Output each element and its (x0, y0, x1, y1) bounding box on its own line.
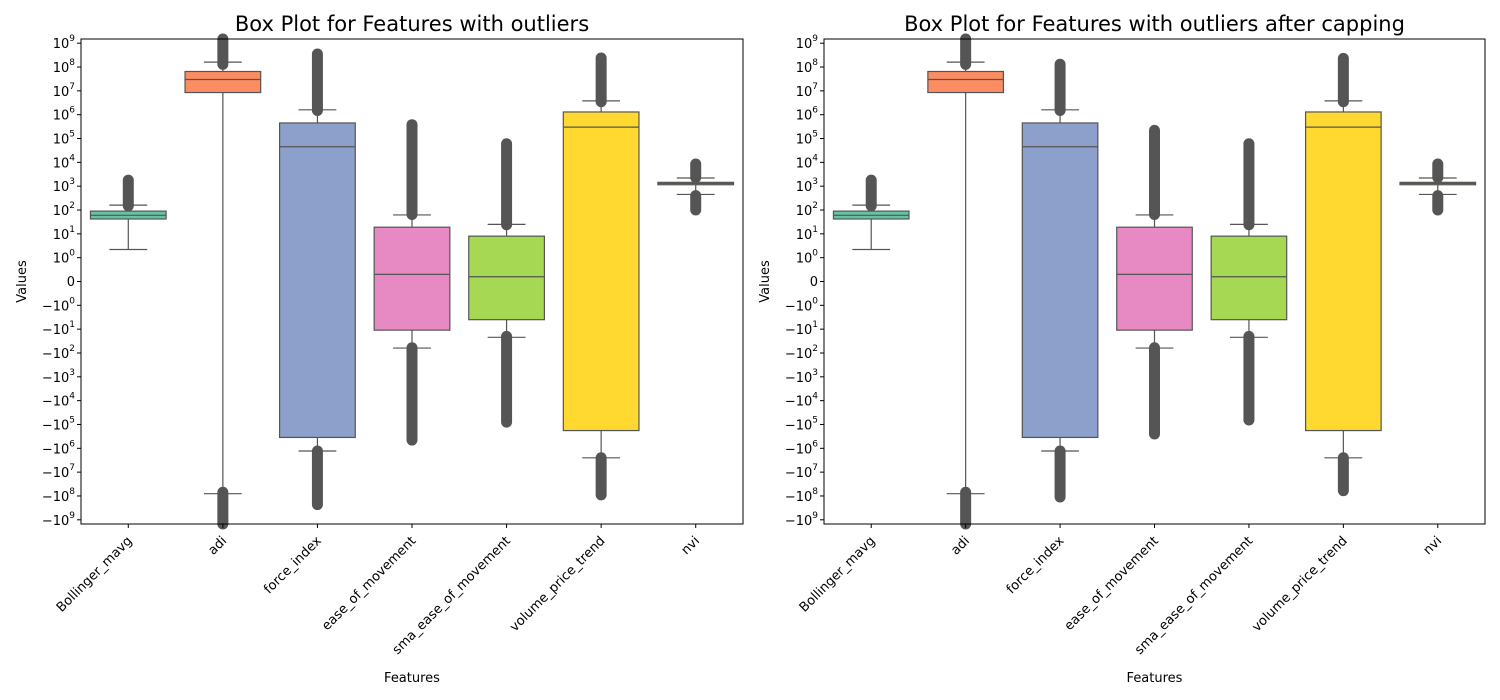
y-tick-label: 109 (796, 34, 819, 52)
y-tick-label: 100 (53, 248, 76, 266)
y-tick-label: 106 (796, 105, 819, 123)
y-tick-label: −103 (42, 367, 75, 385)
y-tick-label: 0 (810, 275, 818, 290)
y-tick-label: 109 (53, 34, 76, 52)
box-Bollinger_mavg (832, 174, 910, 251)
box-ease_of_movement (373, 119, 451, 446)
y-tick-label: 105 (796, 129, 818, 147)
box-iqr (1304, 111, 1382, 432)
box-sma_ease_of_movement (468, 138, 546, 428)
box-sma_ease_of_movement (1210, 138, 1288, 426)
y-tick-label: 107 (53, 81, 75, 99)
x-axis-label: Features (384, 671, 440, 686)
y-tick-label: 101 (53, 224, 75, 242)
box-adi (184, 33, 262, 530)
y-tick-label: 104 (53, 153, 76, 171)
box-iqr (279, 122, 356, 439)
box-iqr (1021, 122, 1099, 439)
box-iqr (468, 235, 546, 321)
y-tick-label: 105 (53, 129, 75, 147)
y-tick-label: −106 (42, 439, 75, 457)
box-nvi (1399, 158, 1477, 216)
plot-area-frame (823, 38, 1486, 525)
y-tick-label: −104 (785, 391, 818, 409)
y-tick-label: 102 (53, 201, 75, 219)
chart-title: Box Plot for Features with outliers (235, 12, 589, 36)
y-tick-label: −104 (42, 391, 75, 409)
y-tick-label: −100 (42, 296, 75, 314)
y-tick-label: −105 (785, 415, 818, 433)
box-iqr (1210, 235, 1288, 321)
y-tick-label: −109 (42, 510, 75, 528)
y-tick-label: 103 (53, 177, 75, 195)
y-tick-label: −108 (785, 486, 818, 504)
plot-area-frame (80, 38, 744, 525)
box-iqr (184, 70, 262, 94)
y-tick-label: −108 (42, 486, 75, 504)
y-tick-label: −109 (785, 510, 818, 528)
box-Bollinger_mavg (89, 174, 167, 251)
y-tick-label: −107 (785, 463, 818, 481)
box-force_index (1021, 58, 1099, 503)
y-axis-label: Values (758, 260, 773, 303)
box-volume_price_trend (562, 52, 640, 501)
box-iqr (562, 111, 640, 432)
box-ease_of_movement (1116, 124, 1193, 440)
y-tick-label: 100 (796, 248, 819, 266)
y-tick-label: 102 (796, 201, 818, 219)
y-tick-label: 108 (53, 58, 76, 76)
y-axis-label: Values (15, 260, 30, 303)
y-tick-label: 108 (796, 58, 819, 76)
y-tick-label: 101 (796, 224, 818, 242)
box-iqr (1116, 226, 1193, 331)
y-tick-label: −101 (42, 320, 75, 338)
box-iqr (927, 70, 1005, 94)
box-adi (927, 33, 1005, 530)
y-tick-label: 0 (67, 275, 75, 290)
y-tick-label: −107 (42, 463, 75, 481)
box-volume_price_trend (1304, 52, 1382, 497)
y-tick-label: 103 (796, 177, 818, 195)
y-tick-label: −106 (785, 439, 818, 457)
y-tick-label: −103 (785, 367, 818, 385)
y-tick-label: −102 (42, 343, 75, 361)
box-nvi (657, 158, 735, 216)
y-tick-label: −101 (785, 320, 818, 338)
chart-title: Box Plot for Features with outliers afte… (904, 12, 1405, 36)
y-tick-label: 106 (53, 105, 76, 123)
x-axis-label: Features (1127, 671, 1183, 686)
y-tick-label: −102 (785, 343, 818, 361)
y-tick-label: 104 (796, 153, 819, 171)
y-tick-label: −100 (785, 296, 818, 314)
box-force_index (279, 48, 356, 511)
y-tick-label: −105 (42, 415, 75, 433)
box-iqr (373, 226, 451, 331)
y-tick-label: 107 (796, 81, 818, 99)
